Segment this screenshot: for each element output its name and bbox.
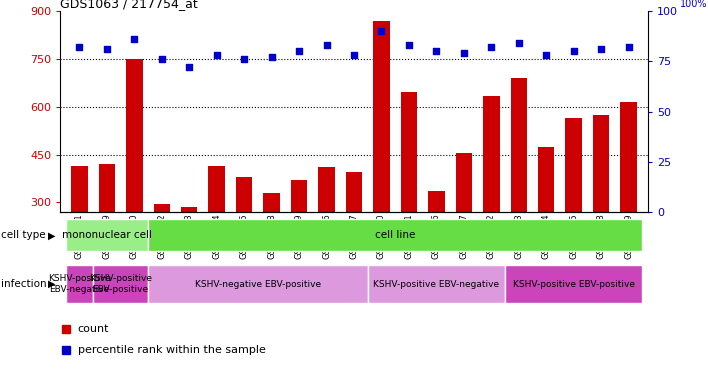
Point — [568, 48, 579, 54]
Point — [293, 48, 304, 54]
Text: count: count — [78, 324, 109, 334]
Bar — [236, 177, 252, 212]
Point — [266, 54, 278, 60]
Point — [430, 48, 442, 54]
Bar — [181, 207, 198, 212]
Point — [156, 56, 168, 62]
Point — [239, 56, 250, 62]
Text: GDS1063 / 217754_at: GDS1063 / 217754_at — [60, 0, 198, 10]
Bar — [72, 166, 88, 212]
Bar — [428, 191, 445, 212]
Bar — [148, 219, 642, 251]
Bar — [98, 164, 115, 212]
Bar — [319, 167, 335, 212]
Point — [623, 44, 634, 50]
Bar — [373, 21, 389, 212]
Bar — [620, 102, 636, 212]
Bar — [538, 147, 554, 212]
Point — [458, 50, 469, 56]
Text: KSHV-negative EBV-positive: KSHV-negative EBV-positive — [195, 280, 321, 289]
Bar — [208, 166, 225, 212]
Point — [101, 46, 113, 53]
Text: mononuclear cell: mononuclear cell — [62, 230, 152, 240]
Bar — [263, 193, 280, 212]
Bar — [593, 115, 610, 212]
Point — [183, 64, 195, 70]
Point — [595, 46, 607, 53]
Text: cell line: cell line — [375, 230, 416, 240]
Point — [348, 53, 360, 58]
Point — [321, 42, 332, 48]
Bar — [367, 265, 505, 303]
Bar — [505, 265, 642, 303]
Text: KSHV-positive
EBV-negative: KSHV-positive EBV-negative — [48, 274, 111, 294]
Text: infection: infection — [1, 279, 46, 289]
Text: cell type: cell type — [1, 230, 45, 240]
Bar — [483, 96, 500, 212]
Bar — [566, 118, 582, 212]
Bar — [126, 59, 142, 212]
Bar — [66, 219, 148, 251]
Point — [376, 28, 387, 34]
Point — [486, 44, 497, 50]
Point — [513, 40, 525, 46]
Bar — [346, 172, 362, 212]
Text: 100%: 100% — [680, 0, 707, 9]
Point — [540, 53, 552, 58]
Bar — [456, 153, 472, 212]
Point — [211, 53, 222, 58]
Text: ▶: ▶ — [48, 279, 55, 289]
Bar — [291, 180, 307, 212]
Text: KSHV-positive EBV-positive: KSHV-positive EBV-positive — [513, 280, 634, 289]
Bar — [66, 265, 93, 303]
Point — [74, 44, 85, 50]
Text: KSHV-positive
EBV-positive: KSHV-positive EBV-positive — [89, 274, 152, 294]
Text: ▶: ▶ — [48, 230, 55, 240]
Bar — [401, 93, 417, 212]
Bar — [154, 204, 170, 212]
Bar — [93, 265, 148, 303]
Text: percentile rank within the sample: percentile rank within the sample — [78, 345, 266, 355]
Bar — [148, 265, 367, 303]
Text: KSHV-positive EBV-negative: KSHV-positive EBV-negative — [373, 280, 499, 289]
Bar — [510, 78, 527, 212]
Point — [404, 42, 415, 48]
Point — [129, 36, 140, 42]
